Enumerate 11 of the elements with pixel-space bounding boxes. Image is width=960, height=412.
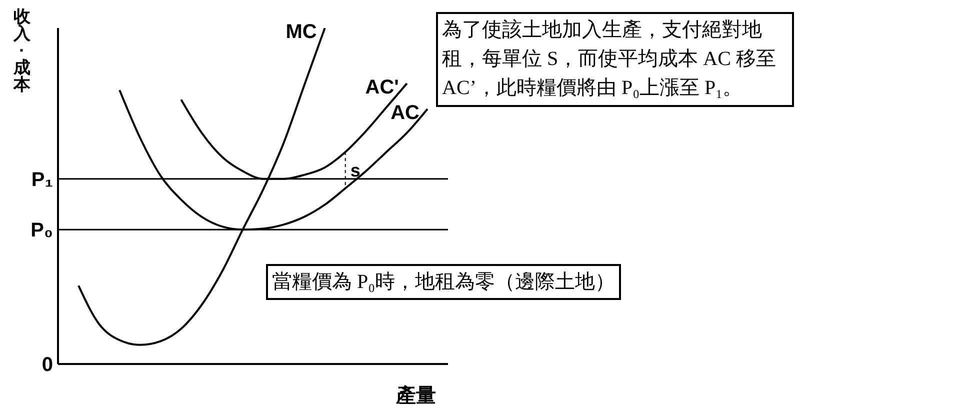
series-label: AC' — [365, 76, 399, 98]
text: 0 — [42, 354, 53, 376]
series-label: AC — [390, 102, 420, 124]
series-label: MC — [286, 21, 317, 43]
y-axis-title: 收入·成本 — [12, 8, 32, 93]
ref-line-label: P₀ — [30, 220, 53, 242]
ref-line-label: P₁ — [31, 168, 53, 191]
annotation: 為了使該土地加入生產，支付絕對地租，每單位 S，而使平均成本 AC 移至 AC’，此時糧價將由 P₀上漲至 P₁。 — [436, 12, 794, 107]
annotation: 當糧價為 P₀時，地租為零（邊際土地） — [266, 264, 622, 300]
x-axis-title: 產量 — [395, 384, 436, 407]
annotation: s — [350, 160, 360, 181]
